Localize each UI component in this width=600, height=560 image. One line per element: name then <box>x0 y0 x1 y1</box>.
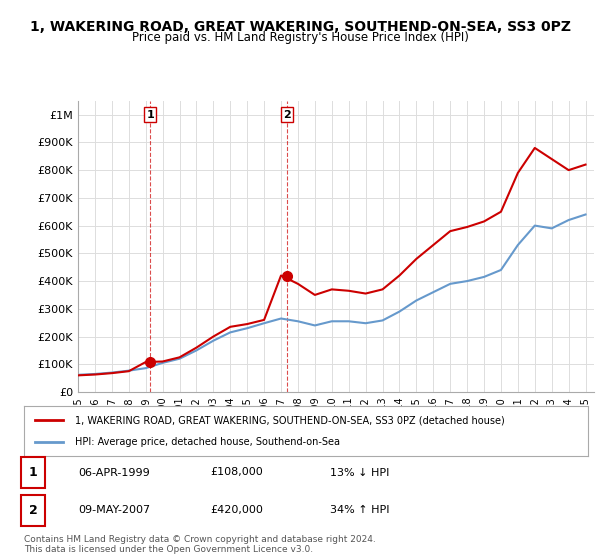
Text: 2: 2 <box>283 110 291 119</box>
Text: 2: 2 <box>29 504 37 517</box>
Text: 13% ↓ HPI: 13% ↓ HPI <box>330 468 389 478</box>
Text: 09-MAY-2007: 09-MAY-2007 <box>78 505 150 515</box>
Text: 06-APR-1999: 06-APR-1999 <box>78 468 150 478</box>
Text: 34% ↑ HPI: 34% ↑ HPI <box>330 505 389 515</box>
Text: 1: 1 <box>29 466 37 479</box>
Text: £108,000: £108,000 <box>210 468 263 478</box>
Text: £420,000: £420,000 <box>210 505 263 515</box>
Text: Contains HM Land Registry data © Crown copyright and database right 2024.
This d: Contains HM Land Registry data © Crown c… <box>24 535 376 554</box>
Text: 1, WAKERING ROAD, GREAT WAKERING, SOUTHEND-ON-SEA, SS3 0PZ (detached house): 1, WAKERING ROAD, GREAT WAKERING, SOUTHE… <box>75 415 505 425</box>
Text: Price paid vs. HM Land Registry's House Price Index (HPI): Price paid vs. HM Land Registry's House … <box>131 31 469 44</box>
Text: HPI: Average price, detached house, Southend-on-Sea: HPI: Average price, detached house, Sout… <box>75 437 340 447</box>
Text: 1: 1 <box>146 110 154 119</box>
Text: 1, WAKERING ROAD, GREAT WAKERING, SOUTHEND-ON-SEA, SS3 0PZ: 1, WAKERING ROAD, GREAT WAKERING, SOUTHE… <box>29 20 571 34</box>
